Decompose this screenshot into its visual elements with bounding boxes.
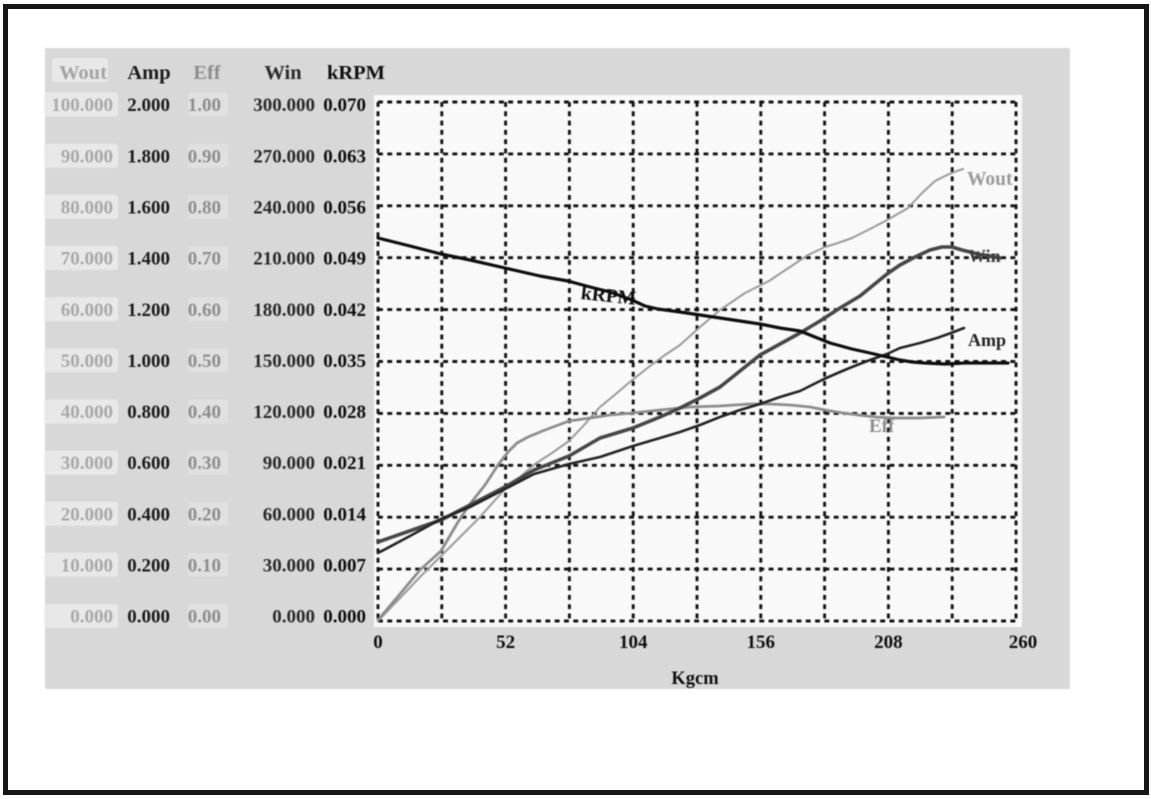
svg-text:0.90: 0.90 (188, 146, 221, 167)
svg-text:40.000: 40.000 (61, 402, 113, 423)
svg-text:0.40: 0.40 (188, 402, 221, 423)
svg-text:0.000: 0.000 (70, 607, 113, 628)
svg-text:90.000: 90.000 (263, 453, 315, 474)
svg-text:0.70: 0.70 (188, 249, 221, 270)
svg-text:1.600: 1.600 (127, 198, 170, 219)
svg-text:1.00: 1.00 (188, 95, 221, 116)
svg-text:20.000: 20.000 (61, 504, 113, 525)
svg-text:Win: Win (264, 62, 302, 84)
svg-text:150.000: 150.000 (253, 351, 315, 372)
svg-text:0.049: 0.049 (323, 249, 366, 270)
svg-text:Win: Win (968, 246, 1001, 266)
svg-text:Eff: Eff (193, 62, 222, 84)
svg-text:Amp: Amp (968, 330, 1006, 350)
svg-text:30.000: 30.000 (61, 453, 113, 474)
svg-text:0.063: 0.063 (323, 146, 366, 167)
svg-text:60.000: 60.000 (61, 300, 113, 321)
svg-text:208: 208 (874, 632, 903, 653)
svg-text:0: 0 (373, 632, 383, 653)
svg-text:0.80: 0.80 (188, 198, 221, 219)
svg-text:180.000: 180.000 (253, 300, 315, 321)
svg-text:0.056: 0.056 (323, 198, 366, 219)
svg-text:Eff: Eff (869, 416, 895, 437)
svg-text:80.000: 80.000 (61, 198, 113, 219)
svg-text:30.000: 30.000 (263, 556, 315, 577)
svg-text:Wout: Wout (59, 62, 107, 84)
svg-text:1.800: 1.800 (127, 146, 170, 167)
svg-text:0.00: 0.00 (188, 607, 221, 628)
svg-text:70.000: 70.000 (61, 249, 113, 270)
svg-text:Kgcm: Kgcm (671, 669, 719, 689)
svg-text:240.000: 240.000 (253, 198, 315, 219)
svg-text:270.000: 270.000 (253, 146, 315, 167)
svg-text:0.400: 0.400 (127, 504, 170, 525)
svg-text:156: 156 (747, 632, 776, 653)
svg-text:1.400: 1.400 (127, 249, 170, 270)
svg-text:0.021: 0.021 (323, 453, 366, 474)
svg-text:0.20: 0.20 (188, 504, 221, 525)
svg-text:120.000: 120.000 (253, 402, 315, 423)
svg-text:0.028: 0.028 (323, 402, 366, 423)
svg-text:0.600: 0.600 (127, 453, 170, 474)
svg-text:0.800: 0.800 (127, 402, 170, 423)
svg-text:kRPM: kRPM (327, 62, 385, 84)
svg-text:Amp: Amp (127, 62, 170, 84)
svg-text:50.000: 50.000 (61, 351, 113, 372)
svg-text:0.30: 0.30 (188, 453, 221, 474)
svg-text:52: 52 (496, 632, 515, 653)
svg-text:90.000: 90.000 (61, 146, 113, 167)
svg-text:10.000: 10.000 (61, 556, 113, 577)
svg-text:0.50: 0.50 (188, 351, 221, 372)
svg-text:0.007: 0.007 (323, 556, 366, 577)
svg-text:210.000: 210.000 (253, 249, 315, 270)
svg-text:2.000: 2.000 (127, 95, 170, 116)
svg-text:300.000: 300.000 (253, 95, 315, 116)
svg-text:100.000: 100.000 (51, 95, 113, 116)
svg-text:0.070: 0.070 (323, 95, 366, 116)
svg-text:Wout: Wout (967, 169, 1013, 190)
svg-text:0.200: 0.200 (127, 556, 170, 577)
svg-text:0.000: 0.000 (272, 607, 315, 628)
svg-text:60.000: 60.000 (263, 504, 315, 525)
svg-text:0.014: 0.014 (323, 504, 366, 525)
svg-text:104: 104 (619, 632, 648, 653)
svg-text:0.10: 0.10 (188, 556, 221, 577)
svg-text:260: 260 (1009, 632, 1038, 653)
svg-text:0.035: 0.035 (323, 351, 366, 372)
svg-text:1.000: 1.000 (127, 351, 170, 372)
svg-text:0.000: 0.000 (323, 607, 366, 628)
svg-text:0.60: 0.60 (188, 300, 221, 321)
svg-text:0.000: 0.000 (127, 607, 170, 628)
svg-text:0.042: 0.042 (323, 300, 366, 321)
svg-text:1.200: 1.200 (127, 300, 170, 321)
